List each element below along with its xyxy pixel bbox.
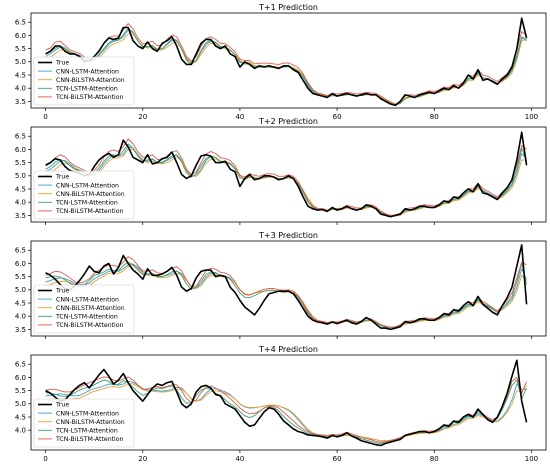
y-tick-label: 4.5: [15, 71, 26, 79]
y-tick-label: 4.0: [15, 313, 26, 321]
y-tick-label: 6.5: [15, 247, 26, 255]
y-tick-label: 5.0: [15, 286, 26, 294]
y-tick-label: 4.0: [15, 85, 26, 93]
x-tick-label: 0: [43, 113, 47, 121]
series-line-true: [45, 17, 528, 107]
x-tick-label: 100: [525, 113, 538, 121]
legend-label: CNN-BiLSTM-Attention: [56, 419, 125, 426]
legend-box: [33, 170, 135, 220]
y-tick-label: 4.0: [15, 199, 26, 207]
y-tick-label: 4.0: [15, 427, 26, 435]
x-tick-label: 20: [138, 113, 147, 121]
legend-label: TCN-LSTM-Attention: [55, 200, 118, 207]
y-tick-label: 5.5: [15, 387, 26, 395]
chart-panel-4: T+4 Prediction 4.0 4.5 5.0 5.5 6.0 6.5 0 20 40 60 8…: [15, 345, 547, 463]
legend-label: TCN-BiLSTM-Attention: [55, 322, 124, 329]
legend-box: [33, 398, 135, 448]
x-tick-label: 40: [235, 455, 244, 463]
series-line-cnn-bilstm-attention: [45, 148, 527, 217]
legend-label: TCN-BiLSTM-Attention: [55, 208, 124, 215]
y-tick-label: 5.5: [15, 273, 26, 281]
y-tick-label: 6.5: [15, 133, 26, 141]
panel-title: T+4 Prediction: [258, 345, 318, 354]
x-tick-label: 60: [333, 455, 342, 463]
y-tick-label: 6.0: [15, 32, 26, 40]
series-line-true: [45, 244, 528, 331]
legend-label: TCN-LSTM-Attention: [55, 86, 118, 93]
legend-box: [33, 56, 135, 106]
chart-panel-1: T+1 Prediction 3.5 4.0 4.5 5.0 5.5 6.0 6.5 0 20 40…: [15, 3, 547, 121]
y-tick-label: 6.0: [15, 374, 26, 382]
legend-label: CNN-LSTM-Attention: [56, 182, 119, 189]
panel-title: T+2 Prediction: [258, 117, 318, 126]
legend-box: [33, 284, 135, 334]
y-tick-label: 5.5: [15, 159, 26, 167]
y-tick-label: 5.0: [15, 400, 26, 408]
legend-label: True: [55, 402, 69, 409]
legend-label: CNN-BiLSTM-Attention: [56, 191, 125, 198]
plot-frame: [30, 240, 547, 337]
y-tick-label: 5.5: [15, 45, 26, 53]
y-tick-label: 4.5: [15, 185, 26, 193]
x-tick-label: 60: [333, 113, 342, 121]
legend-label: True: [55, 288, 69, 295]
plot-frame: [30, 126, 547, 223]
y-tick-label: 6.5: [15, 19, 26, 27]
x-tick-label: 80: [430, 455, 439, 463]
x-tick-label: 0: [43, 455, 47, 463]
legend-label: True: [55, 60, 69, 67]
legend-label: True: [55, 174, 69, 181]
y-tick-label: 3.5: [15, 98, 26, 106]
y-tick-label: 4.5: [15, 413, 26, 421]
panel-title: T+1 Prediction: [258, 3, 318, 12]
legend-label: CNN-LSTM-Attention: [56, 68, 119, 75]
series-line-cnn-lstm-attention: [45, 380, 527, 442]
x-tick-label: 20: [138, 455, 147, 463]
y-tick-label: 3.5: [15, 326, 26, 334]
y-tick-label: 3.5: [15, 212, 26, 220]
series-line-cnn-bilstm-attention: [45, 265, 527, 328]
x-tick-label: 80: [430, 113, 439, 121]
legend-label: CNN-LSTM-Attention: [56, 296, 119, 303]
legend-label: TCN-LSTM-Attention: [55, 428, 118, 435]
legend-label: CNN-LSTM-Attention: [56, 410, 119, 417]
y-tick-label: 5.0: [15, 58, 26, 66]
x-tick-label: 40: [235, 113, 244, 121]
plot-frame: [30, 354, 547, 451]
y-tick-label: 4.5: [15, 299, 26, 307]
legend-label: TCN-LSTM-Attention: [55, 314, 118, 321]
y-tick-label: 5.0: [15, 172, 26, 180]
chart-panel-2: T+2 Prediction3.54.04.55.05.56.06.5TrueC…: [15, 117, 547, 225]
legend-label: CNN-BiLSTM-Attention: [56, 305, 125, 312]
plot-frame: [30, 12, 547, 109]
y-tick-label: 6.5: [15, 361, 26, 369]
series-line-true: [45, 131, 528, 218]
chart-panel-3: T+3 Prediction3.54.04.55.05.56.06.5TrueC…: [15, 231, 547, 339]
x-tick-label: 100: [525, 455, 538, 463]
series-line-cnn-bilstm-attention: [45, 383, 527, 442]
y-tick-label: 6.0: [15, 260, 26, 268]
legend-label: TCN-BiLSTM-Attention: [55, 436, 124, 443]
legend-label: TCN-BiLSTM-Attention: [55, 94, 124, 101]
y-tick-label: 6.0: [15, 146, 26, 154]
panel-title: T+3 Prediction: [258, 231, 318, 240]
series-line-true: [45, 359, 528, 447]
legend-label: CNN-BiLSTM-Attention: [56, 77, 125, 84]
